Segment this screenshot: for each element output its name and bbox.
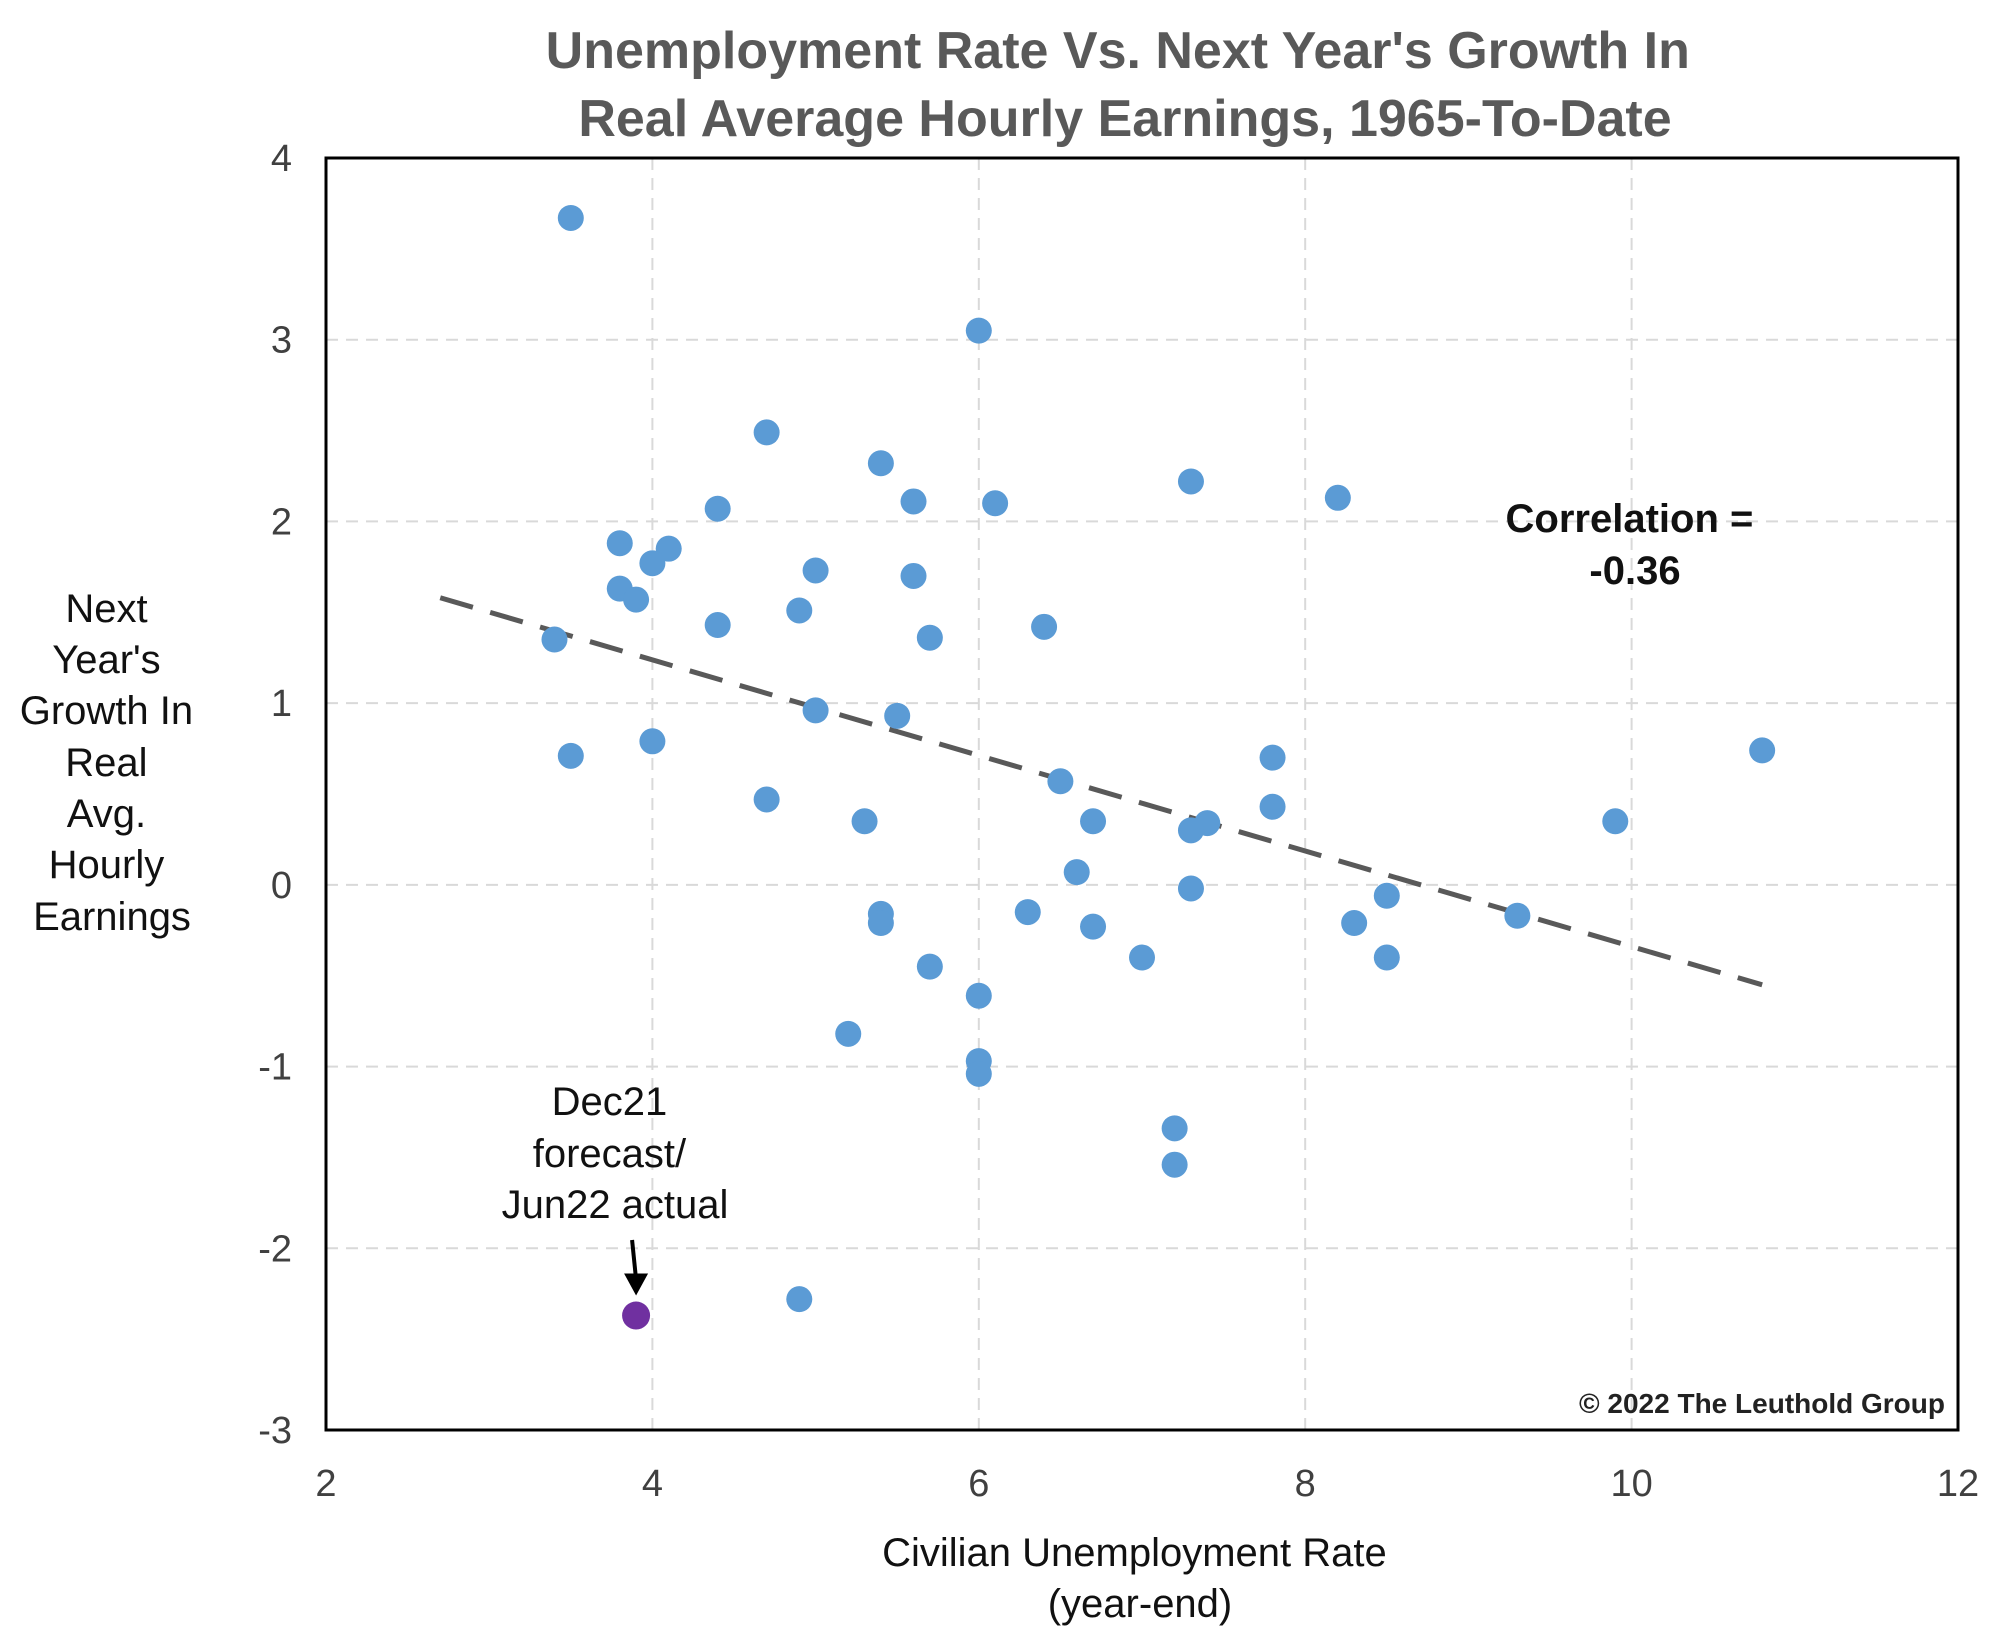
y-axis-label-line: Real — [65, 741, 147, 785]
y-axis-label: Next Year's Growth In Real Avg. Hourly E… — [20, 587, 205, 939]
data-point — [1177, 817, 1204, 844]
annotation-arrow-head — [624, 1273, 649, 1296]
x-tick-label: 4 — [642, 1463, 663, 1505]
y-tick-label: 2 — [271, 501, 292, 543]
x-axis-label-line-2: (year-end) — [1048, 1582, 1233, 1626]
highlighted-data-point — [622, 1301, 651, 1330]
annotation-arrow — [624, 1239, 649, 1296]
data-point — [786, 1286, 813, 1313]
annotation-arrow-shaft — [630, 1239, 639, 1280]
y-tick-labels: -3 -2 -1 0 1 2 3 4 — [258, 138, 292, 1452]
x-tick-label: 10 — [1610, 1463, 1652, 1505]
data-point — [1259, 744, 1286, 771]
data-point — [557, 742, 584, 769]
y-axis-label-line: Next — [65, 587, 147, 631]
data-point — [1324, 484, 1351, 511]
y-tick-label: -1 — [258, 1047, 292, 1089]
highlight-annotation-line: Jun22 actual — [502, 1183, 729, 1227]
data-point — [1504, 902, 1531, 929]
data-point — [1177, 468, 1204, 495]
data-points — [541, 204, 1776, 1330]
data-point — [623, 586, 650, 613]
data-point — [835, 1020, 862, 1047]
data-point — [900, 488, 927, 515]
data-point — [1161, 1151, 1188, 1178]
data-point — [916, 624, 943, 651]
data-point — [1341, 910, 1368, 937]
copyright-notice: © 2022 The Leuthold Group — [1579, 1388, 1945, 1419]
data-point — [1259, 793, 1286, 820]
data-point — [1373, 944, 1400, 971]
data-point — [1129, 944, 1155, 971]
data-point — [1063, 859, 1090, 886]
data-point — [867, 910, 894, 937]
data-point — [753, 786, 780, 813]
x-axis-label-line-1: Civilian Unemployment Rate — [882, 1531, 1387, 1575]
data-point — [1080, 913, 1107, 940]
data-point — [1161, 1115, 1188, 1142]
y-axis-label-line: Earnings — [33, 895, 191, 939]
data-point — [1749, 737, 1776, 764]
data-point — [965, 1060, 992, 1087]
data-point — [606, 530, 633, 557]
gridlines — [326, 158, 1958, 1430]
y-axis-label-line: Avg. — [67, 792, 146, 836]
data-point — [1373, 882, 1400, 909]
x-tick-label: 2 — [315, 1463, 336, 1505]
data-point — [639, 550, 666, 577]
data-point — [965, 317, 992, 344]
highlight-annotation: Dec21 forecast/ Jun22 actual — [502, 1080, 729, 1227]
data-point — [1177, 875, 1204, 902]
data-point — [557, 204, 584, 231]
trendline — [439, 595, 1763, 988]
data-point — [916, 953, 943, 980]
data-point — [704, 495, 731, 522]
data-point — [1031, 613, 1058, 640]
y-tick-label: 4 — [271, 138, 292, 180]
y-tick-label: 3 — [271, 320, 292, 362]
y-axis-label-line: Hourly — [49, 843, 165, 887]
highlight-annotation-line: Dec21 — [552, 1080, 668, 1124]
y-tick-label: -2 — [258, 1228, 292, 1270]
data-point — [1602, 808, 1629, 835]
chart-title-line-1: Unemployment Rate Vs. Next Year's Growth… — [546, 22, 1690, 80]
y-axis-label-line: Growth In — [20, 689, 193, 733]
data-point — [541, 626, 568, 653]
chart-title: Unemployment Rate Vs. Next Year's Growth… — [546, 22, 1705, 148]
x-tick-labels: 2 4 6 8 10 12 — [315, 1463, 1979, 1505]
data-point — [900, 562, 927, 589]
data-point — [802, 697, 829, 724]
x-tick-label: 12 — [1937, 1463, 1979, 1505]
data-point — [1080, 808, 1107, 835]
trendline-layer — [439, 595, 1763, 988]
data-point — [982, 490, 1009, 517]
chart-title-line-2: Real Average Hourly Earnings, 1965-To-Da… — [578, 90, 1671, 148]
y-tick-label: -3 — [258, 1410, 292, 1452]
data-point — [965, 982, 992, 1009]
data-point — [639, 728, 666, 755]
plot-area-frame — [324, 156, 1960, 1432]
x-axis-label: Civilian Unemployment Rate (year-end) — [882, 1531, 1398, 1626]
y-axis-label-line: Year's — [52, 638, 160, 682]
data-point — [867, 450, 894, 477]
correlation-label: Correlation = — [1506, 497, 1754, 541]
y-tick-label: 0 — [271, 865, 292, 907]
data-point — [802, 557, 829, 584]
data-point — [753, 419, 780, 446]
x-tick-label: 6 — [968, 1463, 989, 1505]
y-tick-label: 1 — [271, 683, 292, 725]
data-point — [786, 597, 813, 624]
correlation-value: -0.36 — [1589, 549, 1680, 593]
data-point — [1014, 899, 1041, 926]
highlight-annotation-line: forecast/ — [533, 1132, 687, 1176]
data-point — [704, 612, 731, 639]
x-tick-label: 8 — [1295, 1463, 1316, 1505]
correlation-annotation: Correlation = -0.36 — [1506, 497, 1765, 593]
data-point — [851, 808, 878, 835]
data-point — [1047, 768, 1074, 795]
data-point — [884, 702, 911, 729]
